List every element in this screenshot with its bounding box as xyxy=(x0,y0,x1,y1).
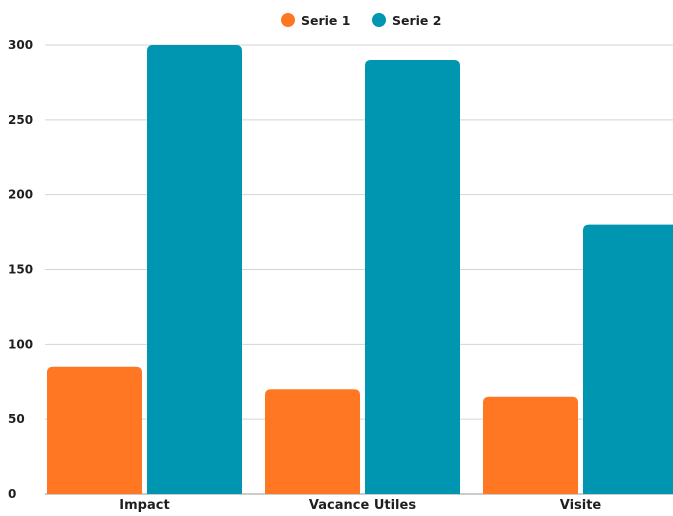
y-tick-label: 200 xyxy=(8,188,33,202)
legend-marker xyxy=(281,13,295,27)
legend: Serie 1 Serie 2 xyxy=(281,13,441,28)
y-tick-label: 150 xyxy=(8,263,33,277)
legend-label: Serie 2 xyxy=(392,13,441,28)
legend-label: Serie 1 xyxy=(301,13,350,28)
bars xyxy=(47,45,673,494)
y-tick-label: 50 xyxy=(8,412,25,426)
bar-serie-1 xyxy=(47,366,142,494)
y-tick-label: 100 xyxy=(8,337,33,351)
y-tick-label: 300 xyxy=(8,38,33,52)
bar-serie-2 xyxy=(365,59,460,494)
bar-serie-2 xyxy=(147,45,242,494)
x-axis: Impact Vacance Utiles Visite xyxy=(119,498,602,513)
bar-serie-2 xyxy=(583,224,673,494)
legend-marker xyxy=(372,13,386,27)
y-tick-label: 0 xyxy=(8,487,16,501)
x-category-label: Impact xyxy=(119,498,169,512)
bar-serie-1 xyxy=(265,389,360,494)
x-category-label: Visite xyxy=(560,498,602,512)
x-category-label: Vacance Utiles xyxy=(309,498,416,512)
y-tick-label: 250 xyxy=(8,113,33,127)
bar-serie-1 xyxy=(483,396,578,494)
y-axis: 0 50 100 150 200 250 300 xyxy=(8,38,33,501)
